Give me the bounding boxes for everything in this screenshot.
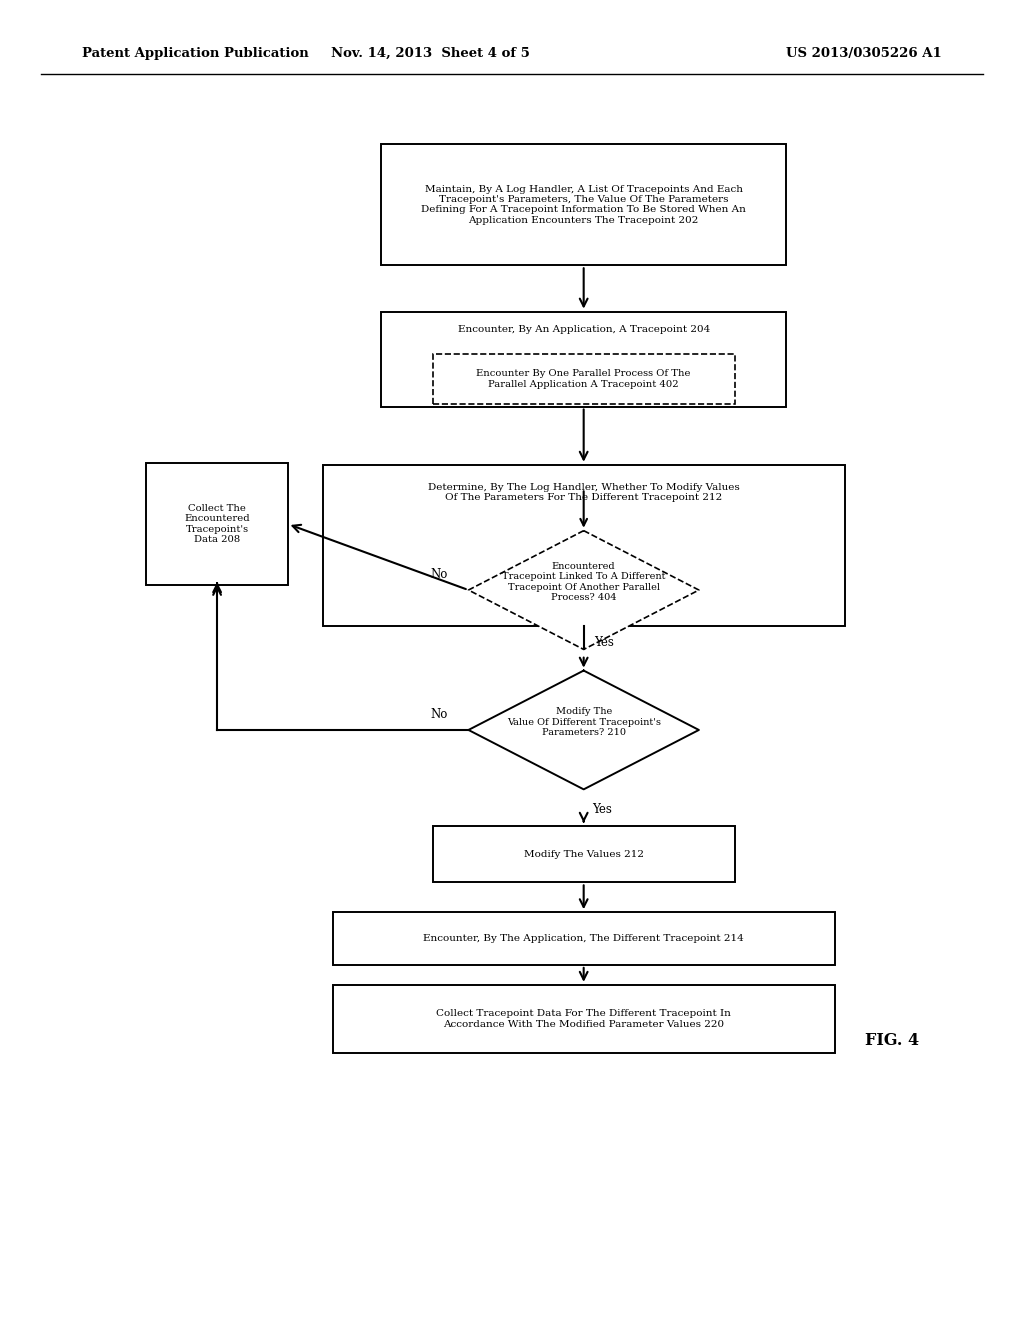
Text: Yes: Yes xyxy=(594,636,614,649)
Text: Modify The
Value Of Different Tracepoint's
Parameters? 210: Modify The Value Of Different Tracepoint… xyxy=(507,708,660,737)
Text: Nov. 14, 2013  Sheet 4 of 5: Nov. 14, 2013 Sheet 4 of 5 xyxy=(331,48,529,59)
Text: Encounter, By The Application, The Different Tracepoint 214: Encounter, By The Application, The Diffe… xyxy=(423,935,744,942)
Bar xyxy=(146,463,288,585)
Text: Patent Application Publication: Patent Application Publication xyxy=(82,48,308,59)
Text: Yes: Yes xyxy=(592,803,612,816)
Bar xyxy=(432,826,735,883)
Text: US 2013/0305226 A1: US 2013/0305226 A1 xyxy=(786,48,942,59)
Text: Modify The Values 212: Modify The Values 212 xyxy=(523,850,644,858)
Bar xyxy=(381,144,786,265)
Bar xyxy=(323,465,845,626)
Text: Collect Tracepoint Data For The Different Tracepoint In
Accordance With The Modi: Collect Tracepoint Data For The Differen… xyxy=(436,1010,731,1028)
Text: Collect The
Encountered
Tracepoint's
Data 208: Collect The Encountered Tracepoint's Dat… xyxy=(184,504,250,544)
Polygon shape xyxy=(468,671,698,789)
Text: No: No xyxy=(431,708,447,721)
Text: Determine, By The Log Handler, Whether To Modify Values
Of The Parameters For Th: Determine, By The Log Handler, Whether T… xyxy=(428,483,739,502)
Bar xyxy=(432,354,735,404)
Text: Encountered
Tracepoint Linked To A Different
Tracepoint Of Another Parallel
Proc: Encountered Tracepoint Linked To A Diffe… xyxy=(502,562,666,602)
Bar xyxy=(381,312,786,407)
Text: Maintain, By A Log Handler, A List Of Tracepoints And Each
Tracepoint's Paramete: Maintain, By A Log Handler, A List Of Tr… xyxy=(421,185,746,224)
Text: No: No xyxy=(431,568,447,581)
Text: Encounter By One Parallel Process Of The
Parallel Application A Tracepoint 402: Encounter By One Parallel Process Of The… xyxy=(476,370,691,388)
Bar xyxy=(333,912,835,965)
Bar xyxy=(333,985,835,1053)
Polygon shape xyxy=(468,531,698,649)
Text: Encounter, By An Application, A Tracepoint 204: Encounter, By An Application, A Tracepoi… xyxy=(458,326,710,334)
Text: FIG. 4: FIG. 4 xyxy=(865,1032,920,1048)
